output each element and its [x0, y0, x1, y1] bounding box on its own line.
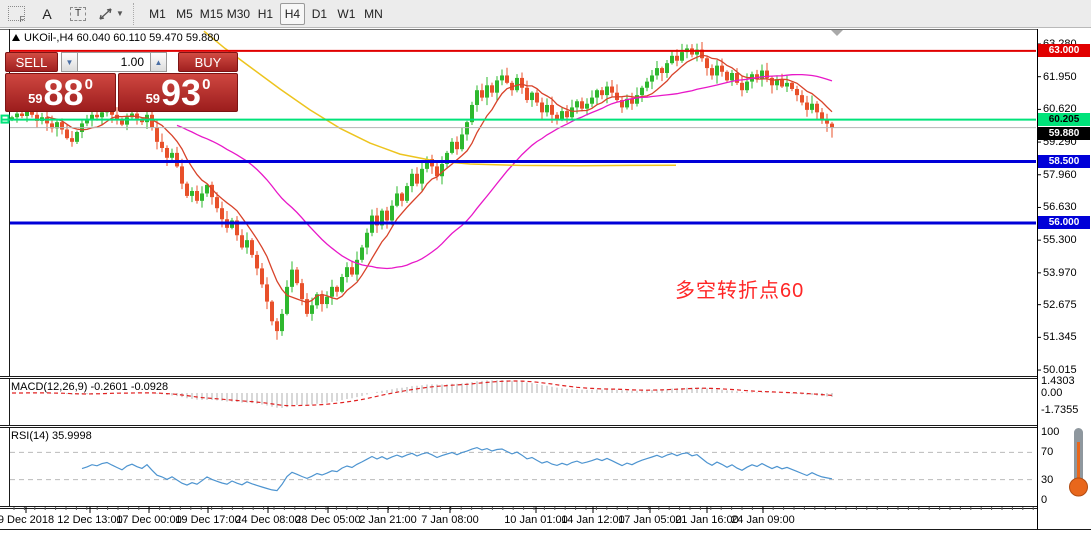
pane-divider — [0, 506, 1091, 509]
pane-divider[interactable] — [0, 425, 1091, 428]
text-tool-button[interactable]: A — [36, 3, 58, 25]
buy-price-sup: 0 — [202, 76, 211, 93]
arrows-icon — [99, 7, 112, 20]
timeframe-button-m15[interactable]: M15 — [199, 6, 224, 21]
symbol-header: UKOil-,H4 60.040 60.110 59.470 59.880 — [12, 32, 220, 44]
volume-stepper: ▼ 1.00 ▲ — [61, 52, 167, 72]
ma-yellow — [203, 30, 677, 167]
label-tool-button[interactable]: T — [67, 3, 89, 25]
cursor-mode-button[interactable]: ▼ — [98, 3, 124, 25]
rsi-line — [81, 446, 833, 492]
chart-shift-marker[interactable] — [831, 30, 843, 36]
volume-decrease-button[interactable]: ▼ — [61, 52, 78, 72]
thermometer-icon — [1069, 428, 1088, 497]
chart-bottom-border — [0, 529, 1091, 530]
timeframe-button-h4[interactable]: H4 — [279, 2, 305, 25]
grid-icon: F — [7, 6, 25, 24]
sell-button[interactable]: SELL — [5, 52, 58, 72]
macd-signal-line — [12, 380, 833, 407]
timeframe-button-mn[interactable]: MN — [364, 6, 383, 21]
timeframe-button-m1[interactable]: M1 — [149, 6, 166, 21]
buy-price-prefix: 59 — [145, 91, 161, 106]
sell-price-big: 88 — [43, 71, 84, 113]
symbol-arrow-icon — [12, 34, 20, 41]
buy-button[interactable]: BUY — [178, 52, 238, 72]
ma-fast — [46, 54, 833, 304]
timeframe-button-m30[interactable]: M30 — [226, 6, 251, 21]
chevron-down-icon: ▼ — [116, 9, 124, 18]
chart-annotation: 多空转折点60 — [675, 280, 805, 302]
toolbar: F A T ▼ M1 M5 M15 M30 H1 H4 D1 W1 MN — [0, 0, 1091, 28]
crosshair-grid-button[interactable]: F — [5, 3, 27, 25]
ma-slow — [176, 73, 833, 270]
macd-header: MACD(12,26,9) -0.2601 -0.0928 — [11, 381, 169, 393]
timeframe-bar: M1 M5 M15 M30 H1 H4 D1 W1 MN — [144, 2, 387, 25]
timeframe-button-d1[interactable]: D1 — [311, 6, 328, 21]
buy-price-panel[interactable]: 59 93 0 — [118, 73, 238, 112]
chart-top-border — [0, 29, 1091, 30]
sell-price-sup: 0 — [84, 76, 93, 93]
sell-price-panel[interactable]: 59 88 0 — [5, 73, 116, 112]
rsi-header: RSI(14) 35.9998 — [11, 430, 92, 442]
plot-left-border — [9, 29, 10, 509]
timeframe-button-m5[interactable]: M5 — [176, 6, 193, 21]
volume-input[interactable]: 1.00 — [78, 52, 150, 72]
hline-anchor-handle[interactable] — [0, 114, 10, 124]
timeframe-button-h1[interactable]: H1 — [257, 6, 274, 21]
buy-price-big: 93 — [161, 71, 202, 113]
timeframe-button-w1[interactable]: W1 — [337, 6, 356, 21]
toolbar-separator — [132, 2, 138, 25]
volume-increase-button[interactable]: ▲ — [150, 52, 167, 72]
one-click-trading-widget: SELL ▼ 1.00 ▲ BUY 59 88 0 59 93 0 — [5, 52, 238, 112]
chevron-up-icon: ▲ — [154, 57, 163, 67]
pane-divider[interactable] — [0, 376, 1091, 379]
chevron-down-icon: ▼ — [65, 57, 74, 67]
text-tool-icon: A — [42, 5, 52, 22]
label-tool-icon: T — [70, 6, 86, 21]
sell-price-prefix: 59 — [28, 91, 43, 106]
